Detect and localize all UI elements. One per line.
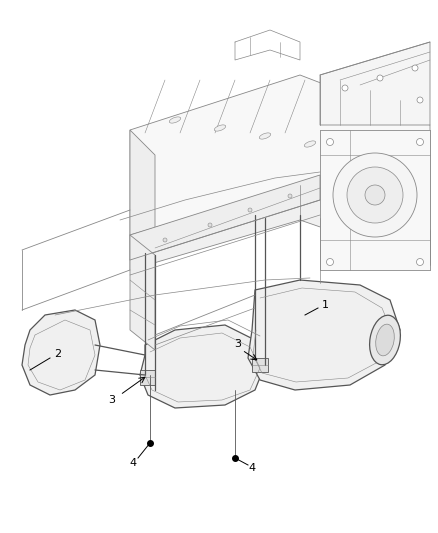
- Circle shape: [288, 194, 292, 198]
- Polygon shape: [130, 175, 320, 260]
- Polygon shape: [22, 310, 100, 395]
- Circle shape: [347, 167, 403, 223]
- Polygon shape: [140, 370, 155, 385]
- Circle shape: [412, 65, 418, 71]
- Circle shape: [377, 75, 383, 81]
- Text: 3: 3: [234, 339, 241, 349]
- Ellipse shape: [170, 117, 181, 123]
- Circle shape: [326, 259, 333, 265]
- Polygon shape: [130, 235, 155, 350]
- Polygon shape: [252, 358, 268, 372]
- Circle shape: [417, 139, 424, 146]
- Polygon shape: [130, 185, 430, 270]
- Ellipse shape: [376, 324, 394, 356]
- Text: 4: 4: [248, 463, 255, 473]
- Text: 3: 3: [109, 395, 116, 405]
- Polygon shape: [130, 75, 430, 235]
- Circle shape: [248, 208, 252, 212]
- Ellipse shape: [214, 125, 226, 131]
- Polygon shape: [248, 280, 400, 390]
- Circle shape: [365, 185, 385, 205]
- Circle shape: [326, 139, 333, 146]
- Polygon shape: [320, 130, 430, 270]
- Circle shape: [333, 153, 417, 237]
- Circle shape: [208, 223, 212, 227]
- Polygon shape: [320, 42, 430, 125]
- Polygon shape: [140, 325, 265, 408]
- Ellipse shape: [259, 133, 271, 139]
- Circle shape: [163, 238, 167, 242]
- Text: 2: 2: [54, 349, 61, 359]
- Circle shape: [342, 85, 348, 91]
- Text: 1: 1: [322, 300, 329, 310]
- Ellipse shape: [304, 141, 316, 147]
- Circle shape: [417, 259, 424, 265]
- Text: 4: 4: [130, 458, 137, 468]
- Ellipse shape: [370, 315, 400, 365]
- Circle shape: [417, 97, 423, 103]
- Polygon shape: [130, 130, 155, 260]
